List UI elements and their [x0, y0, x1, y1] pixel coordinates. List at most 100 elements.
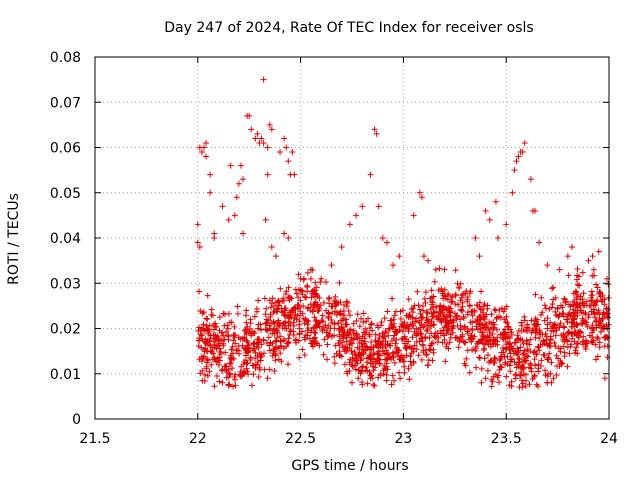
data-point-cloud [509, 355, 516, 362]
data-point [379, 235, 386, 241]
data-point-cloud [447, 313, 454, 320]
data-point-cloud [409, 321, 416, 328]
data-point-cloud [349, 351, 356, 358]
data-point-cloud [280, 345, 287, 352]
data-point-cloud [550, 284, 557, 291]
data-point [601, 375, 608, 382]
data-point-cloud [477, 306, 484, 313]
data-point-cloud [489, 330, 496, 337]
data-point-cloud [482, 322, 489, 329]
y-tick-label: 0.07 [50, 95, 81, 111]
data-point-cloud [286, 331, 293, 338]
data-point-cloud [457, 334, 464, 341]
y-tick-label: 0 [72, 412, 81, 428]
data-point-cloud [527, 336, 534, 343]
data-point-cloud [459, 307, 466, 314]
data-point-cloud [277, 285, 284, 292]
data-point-cloud [500, 336, 507, 343]
data-point-cloud [435, 287, 442, 294]
data-point-cloud [441, 324, 448, 331]
data-point-cloud [582, 310, 589, 317]
x-tick-label: 24 [600, 431, 618, 447]
data-point [476, 253, 483, 260]
data-point [346, 221, 353, 228]
data-point [225, 216, 232, 223]
data-point-cloud [266, 322, 273, 329]
data-point-cloud [605, 294, 612, 301]
data-point-cloud [555, 345, 562, 352]
data-point-cloud [429, 299, 436, 306]
data-point-cloud [520, 358, 527, 365]
data-point-cloud [305, 304, 312, 311]
data-point [219, 203, 226, 210]
data-point-cloud [297, 297, 304, 304]
data-point-cloud [228, 346, 235, 353]
data-point-cloud [202, 340, 209, 347]
data-point-cloud [410, 345, 417, 352]
data-point-cloud [244, 359, 251, 366]
data-point-cloud [577, 296, 584, 303]
data-point-cloud [242, 328, 249, 335]
data-point-cloud [335, 320, 342, 327]
y-tick-label: 0.05 [50, 186, 81, 202]
data-point-cloud [271, 368, 278, 375]
data-point-cloud [255, 297, 262, 304]
data-point-cloud [528, 368, 535, 375]
data-point-cloud [368, 338, 375, 345]
data-point-cloud [285, 361, 292, 368]
data-point-cloud [368, 320, 375, 327]
data-point-cloud [469, 327, 476, 334]
data-point-cloud [538, 311, 545, 318]
data-point-cloud [522, 357, 529, 364]
data-point-cloud [517, 344, 524, 351]
data-point-cloud [429, 339, 436, 346]
y-tick-labels: 0 0.01 0.02 0.03 0.04 0.05 0.06 0.07 0.08 [50, 50, 81, 428]
data-point-cloud [282, 291, 289, 298]
data-point-cloud [561, 295, 568, 302]
data-point-cloud [380, 333, 387, 340]
data-point-cloud [283, 288, 290, 295]
data-point-cloud [588, 297, 595, 304]
data-point-cloud [526, 325, 533, 332]
data-point-cloud [497, 364, 504, 371]
data-point-cloud [343, 303, 350, 310]
data-point-cloud [564, 330, 571, 337]
data-point-cloud [378, 322, 385, 329]
data-point-cloud [286, 314, 293, 321]
data-point-cloud [350, 320, 357, 327]
data-point-cloud [203, 325, 210, 332]
data-point [425, 257, 432, 264]
data-point-cloud [357, 315, 364, 322]
data-point-cloud [580, 290, 587, 297]
data-point-cloud [385, 332, 392, 339]
data-point-cloud [213, 373, 220, 380]
data-point-cloud [370, 382, 377, 389]
data-point-cloud [507, 368, 514, 375]
data-point-cloud [366, 324, 373, 331]
data-point-cloud [389, 295, 396, 302]
data-point-cloud [196, 324, 203, 331]
data-point-cloud [227, 360, 234, 367]
data-point-cloud [561, 349, 568, 356]
data-point-cloud [380, 367, 387, 374]
data-point-cloud [519, 322, 526, 329]
data-point-cloud [547, 333, 554, 340]
data-point [289, 149, 296, 156]
data-point [285, 158, 292, 165]
data-point-cloud [198, 344, 205, 351]
data-point-cloud [285, 335, 292, 342]
data-point-cloud [480, 346, 487, 353]
data-point-cloud [360, 340, 367, 347]
data-point-cloud [254, 340, 261, 347]
data-point-cloud [445, 307, 452, 314]
data-point-cloud [592, 341, 599, 348]
data-point-cloud [590, 306, 597, 313]
data-point-cloud [201, 338, 208, 345]
data-point-cloud [450, 317, 457, 324]
data-point [595, 248, 602, 255]
data-point-cloud [398, 336, 405, 343]
data-point-cloud [402, 344, 409, 351]
data-point-cloud [450, 322, 457, 329]
data-point-cloud [582, 345, 589, 352]
data-point-cloud [237, 336, 244, 343]
